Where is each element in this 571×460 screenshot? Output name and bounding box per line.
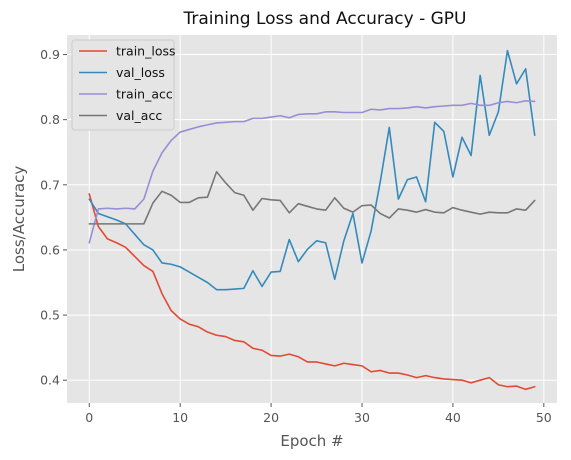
legend-label-val-loss: val_loss bbox=[116, 65, 165, 80]
y-tick-label: 0.7 bbox=[40, 177, 60, 192]
x-tick-label: 20 bbox=[263, 410, 279, 425]
x-tick-label: 0 bbox=[85, 410, 93, 425]
x-tick-label: 10 bbox=[172, 410, 188, 425]
legend-box bbox=[71, 39, 175, 131]
y-tick-label: 0.8 bbox=[40, 112, 60, 127]
y-axis-label: Loss/Accuracy bbox=[10, 166, 28, 273]
chart-title: Training Loss and Accuracy - GPU bbox=[183, 9, 467, 29]
series-lines bbox=[88, 49, 536, 391]
y-tick-label: 0.4 bbox=[40, 373, 60, 388]
legend: train_loss val_loss train_acc val_acc bbox=[71, 39, 176, 131]
x-axis-label: Epoch # bbox=[280, 432, 343, 450]
legend-label-train-acc: train_acc bbox=[116, 87, 173, 102]
y-tick-label: 0.5 bbox=[40, 308, 60, 323]
y-tick-label: 0.9 bbox=[40, 47, 60, 62]
series-line-train-loss bbox=[88, 193, 536, 391]
x-tick-labels: 0 10 20 30 40 50 bbox=[85, 403, 552, 425]
series-line-val-acc bbox=[88, 170, 536, 225]
series-line-train-acc bbox=[88, 99, 536, 244]
x-tick-label: 30 bbox=[354, 410, 370, 425]
y-tick-labels: 0.4 0.5 0.6 0.7 0.8 0.9 bbox=[40, 47, 67, 388]
x-tick-label: 50 bbox=[536, 410, 552, 425]
legend-label-train-loss: train_loss bbox=[116, 44, 176, 59]
legend-label-val-acc: val_acc bbox=[116, 108, 162, 123]
x-tick-label: 40 bbox=[445, 410, 461, 425]
y-tick-label: 0.6 bbox=[40, 242, 60, 257]
series-line-val-loss bbox=[88, 49, 536, 291]
